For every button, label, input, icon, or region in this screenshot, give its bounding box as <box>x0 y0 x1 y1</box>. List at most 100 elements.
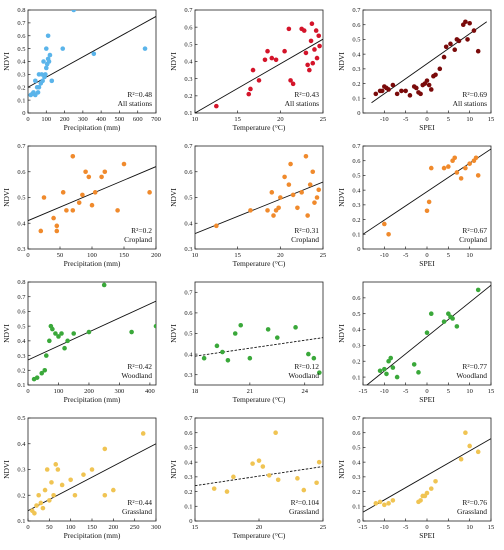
data-point <box>286 182 292 187</box>
y-tick-label: 0.4 <box>184 59 193 66</box>
group-annotation: Woodland <box>288 371 319 380</box>
data-point <box>36 492 41 498</box>
y-tick-label: 0.4 <box>352 459 361 466</box>
x-tick-label: 15 <box>488 116 495 123</box>
data-point <box>129 329 134 335</box>
data-point <box>471 28 477 33</box>
data-point <box>44 467 50 472</box>
data-point <box>42 367 48 373</box>
data-point <box>301 487 307 493</box>
data-point <box>59 331 64 336</box>
data-point <box>250 461 255 466</box>
x-tick-label: 50 <box>57 252 64 259</box>
data-point <box>39 370 45 376</box>
data-point <box>91 51 97 57</box>
data-point <box>40 505 46 511</box>
data-point <box>441 165 447 171</box>
data-point <box>47 52 53 58</box>
data-point <box>424 78 430 83</box>
data-point <box>275 477 281 483</box>
x-tick-label: 5 <box>447 388 450 395</box>
y-axis-title: NDVI <box>337 324 346 343</box>
data-point <box>450 316 455 321</box>
y-tick-label: 0.4 <box>184 459 193 466</box>
data-point <box>70 154 76 159</box>
y-tick-label: 0.6 <box>17 33 26 40</box>
data-point <box>307 67 312 73</box>
x-tick-label: 100 <box>54 388 64 395</box>
data-point <box>62 345 67 351</box>
data-point <box>428 87 434 92</box>
x-tick-label: 0 <box>425 116 428 123</box>
data-point <box>214 223 219 229</box>
x-tick-label: 0 <box>26 388 29 395</box>
data-point <box>71 10 77 13</box>
y-tick-label: 0 <box>357 110 360 117</box>
y-tick-label: 0.1 <box>184 503 192 510</box>
data-point <box>214 103 219 109</box>
data-point <box>454 324 460 329</box>
data-point <box>310 60 316 66</box>
regression-line <box>195 38 323 113</box>
data-point <box>373 91 379 97</box>
data-point <box>295 476 300 481</box>
data-point <box>305 213 310 218</box>
data-point <box>418 498 423 503</box>
data-point <box>388 355 394 361</box>
data-point <box>390 498 396 503</box>
chart-panel-temp-wood: 18 21 24 0.3 0.4 0.5 0.6 0.7 Temperature (°C) NDV… <box>169 281 324 404</box>
r2-annotation: R²=0.48 <box>127 90 152 99</box>
data-point <box>274 335 280 340</box>
data-point <box>382 366 387 372</box>
y-tick-label: 0.2 <box>352 81 360 88</box>
data-point <box>382 502 387 508</box>
x-tick-label: 300 <box>115 388 125 395</box>
data-point <box>43 65 49 71</box>
data-point <box>282 48 287 54</box>
y-tick-label: 0.2 <box>184 93 192 100</box>
data-point <box>299 190 304 195</box>
data-point <box>382 221 387 227</box>
data-point <box>411 362 417 367</box>
y-tick-label: 0.6 <box>184 310 193 317</box>
chart-panel-precip-all: 0 100 200 300 400 500 600 700 0 0.1 0.2 0.3 0.4 0.5 0.… <box>2 7 161 132</box>
data-point <box>102 169 108 175</box>
y-tick-label: 0.6 <box>352 22 361 29</box>
y-tick-label: 0.5 <box>352 445 360 452</box>
data-point <box>50 326 55 332</box>
regression-line <box>363 148 491 235</box>
data-point <box>89 467 95 472</box>
data-point <box>265 48 270 54</box>
x-tick-label: -15 <box>359 388 368 395</box>
chart-panel-precip-wood: 0 100 200 300 400 0.1 0.2 0.3 0.4 0.5 0.6 0.7 0.8 Pre… <box>2 279 157 404</box>
data-point <box>390 82 396 88</box>
data-point <box>278 195 283 200</box>
data-point <box>407 93 413 98</box>
y-tick-label: 0.2 <box>17 84 25 91</box>
x-tick-label: 25 <box>320 116 327 123</box>
x-tick-label: 700 <box>151 116 161 123</box>
x-tick-label: -5 <box>403 524 408 531</box>
data-point <box>403 88 408 94</box>
data-point <box>71 331 77 336</box>
x-axis-title: Temperature (°C) <box>233 395 286 404</box>
data-point <box>454 170 460 175</box>
data-point <box>424 208 430 214</box>
group-annotation: Cropland <box>124 235 152 244</box>
x-tick-label: 10 <box>466 388 473 395</box>
data-point <box>290 81 296 87</box>
x-tick-label: 150 <box>119 252 129 259</box>
x-axis-title: Temperature (°C) <box>233 123 286 132</box>
y-tick-label: 0.5 <box>352 37 360 44</box>
y-tick-label: 0.4 <box>17 338 26 345</box>
data-point <box>426 82 432 88</box>
data-point <box>308 38 314 44</box>
data-point <box>121 161 127 167</box>
y-tick-label: 0.2 <box>17 492 25 499</box>
data-point <box>89 202 95 208</box>
data-point <box>34 84 40 90</box>
data-point <box>115 208 120 213</box>
x-tick-label: 200 <box>151 252 161 259</box>
chart-panel-spei-crop: -10 -5 0 5 10 0 0.1 0.2 0.3 0.4 0.5 0.6 0.7 SPEI NDVI R… <box>337 143 492 268</box>
y-tick-label: 0.5 <box>17 46 25 53</box>
